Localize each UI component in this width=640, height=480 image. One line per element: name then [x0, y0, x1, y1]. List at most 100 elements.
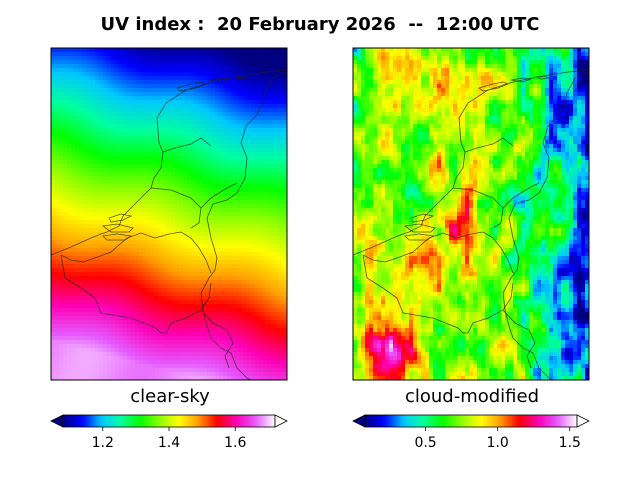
clear-sky-cell [171, 332, 176, 337]
clear-sky-cell [171, 52, 176, 57]
clear-sky-cell [179, 324, 184, 329]
clear-sky-cell [263, 180, 268, 185]
clear-sky-cell [279, 260, 284, 265]
clear-sky-cell [227, 60, 232, 65]
clear-sky-cell [127, 52, 132, 57]
clear-sky-cell [67, 344, 72, 349]
clear-sky-cell [255, 364, 260, 369]
clear-sky-cell [131, 244, 136, 249]
clear-sky-cell [83, 120, 88, 125]
clear-sky-cell [159, 352, 164, 357]
clear-sky-cell [271, 288, 276, 293]
clear-sky-cell [259, 316, 264, 321]
clear-sky-cell [91, 104, 96, 109]
clear-sky-cell [79, 200, 84, 205]
clear-sky-cell [131, 336, 136, 341]
clear-sky-cell [235, 272, 240, 277]
clear-sky-cell [63, 152, 68, 157]
clear-sky-cell [123, 148, 128, 153]
clear-sky-cell [143, 212, 148, 217]
clear-sky-cell [211, 316, 216, 321]
clear-sky-cell [211, 176, 216, 181]
clear-sky-cell [151, 176, 156, 181]
clear-sky-cell [67, 252, 72, 257]
clear-sky-cell [143, 100, 148, 105]
clear-sky-cell [67, 52, 72, 57]
clear-sky-cell [239, 216, 244, 221]
clear-sky-cell [187, 120, 192, 125]
clear-sky-cell [83, 192, 88, 197]
clear-sky-cell [219, 236, 224, 241]
clear-sky-cell [159, 336, 164, 341]
clear-sky-cell [231, 216, 236, 221]
clear-sky-cell [231, 76, 236, 81]
clear-sky-cell [191, 260, 196, 265]
clear-sky-cell [175, 152, 180, 157]
clear-sky-cell [207, 340, 212, 345]
clear-sky-cell [115, 88, 120, 93]
clear-sky-cell [207, 196, 212, 201]
clear-sky-cell [199, 248, 204, 253]
clear-sky-cell [71, 100, 76, 105]
clear-sky-cell [187, 64, 192, 69]
clear-sky-cell [95, 328, 100, 333]
clear-sky-cell [279, 316, 284, 321]
clear-sky-cell [171, 296, 176, 301]
border-line [208, 77, 230, 83]
clear-sky-cell [203, 164, 208, 169]
clear-sky-cell [71, 316, 76, 321]
clear-sky-cell [123, 248, 128, 253]
clear-sky-cell [55, 244, 60, 249]
clear-sky-cell [159, 152, 164, 157]
clear-sky-cell [131, 240, 136, 245]
clear-sky-cell [151, 260, 156, 265]
clear-sky-cell [203, 368, 208, 373]
clear-sky-cell [51, 240, 56, 245]
clear-sky-cell [255, 216, 260, 221]
clear-sky-cell [107, 84, 112, 89]
clear-sky-cell [155, 340, 160, 345]
clear-sky-cell [103, 248, 108, 253]
clear-sky-cell [159, 56, 164, 61]
clear-sky-cell [67, 232, 72, 237]
clear-sky-cell [119, 376, 124, 380]
clear-sky-cell [51, 136, 56, 141]
clear-sky-cell [103, 220, 108, 225]
clear-sky-cell [151, 156, 156, 161]
clear-sky-cell [119, 200, 124, 205]
clear-sky-cell [235, 288, 240, 293]
clear-sky-cell [227, 160, 232, 165]
clear-sky-cell [51, 304, 56, 309]
clear-sky-cell [187, 104, 192, 109]
clear-sky-cell [171, 84, 176, 89]
cloud-modified-cell [429, 52, 434, 57]
clear-sky-cell [239, 252, 244, 257]
clear-sky-cell [75, 376, 80, 380]
clear-sky-cell [199, 148, 204, 153]
clear-sky-cell [91, 88, 96, 93]
clear-sky-cell [55, 348, 60, 353]
clear-sky-cell [159, 212, 164, 217]
clear-sky-cell [91, 112, 96, 117]
clear-sky-cell [71, 48, 76, 53]
clear-sky-cell [167, 52, 172, 57]
clear-sky-cell [167, 68, 172, 73]
clear-sky-cell [271, 212, 276, 217]
clear-sky-cell [147, 244, 152, 249]
clear-sky-cell [235, 152, 240, 157]
clear-sky-cell [135, 72, 140, 77]
clear-sky-cell [199, 144, 204, 149]
clear-sky-cell [87, 356, 92, 361]
clear-sky-cell [59, 128, 64, 133]
clear-sky-cell [143, 216, 148, 221]
clear-sky-cell [267, 224, 272, 229]
clear-sky-cell [135, 192, 140, 197]
clear-sky-cell [179, 352, 184, 357]
clear-sky-cell [119, 224, 124, 229]
clear-sky-cell [147, 304, 152, 309]
clear-sky-cell [227, 256, 232, 261]
clear-sky-cell [215, 320, 220, 325]
clear-sky-cell [75, 172, 80, 177]
clear-sky-cell [215, 300, 220, 305]
clear-sky-cell [139, 292, 144, 297]
